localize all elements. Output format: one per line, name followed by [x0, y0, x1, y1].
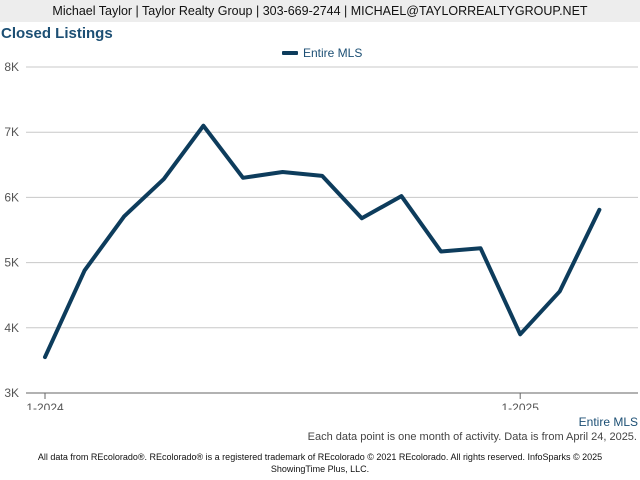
copyright-line-1: All data from REcolorado®. REcolorado® i… [37, 452, 603, 462]
data-point[interactable] [515, 329, 525, 339]
x-tick-label: 1-2025 [502, 401, 540, 410]
y-tick-label: 4K [4, 321, 19, 335]
y-tick-label: 8K [4, 60, 19, 74]
series-footer-label: Entire MLS [578, 415, 638, 429]
chart-title: Closed Listings [1, 25, 113, 42]
copyright-line-2: ShowingTime Plus, LLC. [270, 464, 370, 474]
line-chart: 3K 4K 5K 6K 7K 8K 1-2024 1-2025 [4, 60, 638, 410]
y-tick-label: 5K [4, 256, 19, 270]
agent-contact-bar: Michael Taylor | Taylor Realty Group | 3… [0, 0, 640, 22]
copyright-notice: All data from REcolorado®. REcolorado® i… [0, 451, 640, 475]
legend[interactable]: Entire MLS [282, 46, 362, 60]
legend-swatch [282, 51, 298, 55]
x-tick-label: 1-2024 [26, 401, 64, 410]
data-point[interactable] [594, 205, 604, 215]
data-point[interactable] [436, 247, 446, 257]
data-point[interactable] [396, 191, 406, 201]
legend-label-entire-mls: Entire MLS [303, 46, 363, 60]
data-point[interactable] [278, 167, 288, 177]
data-point[interactable] [80, 265, 90, 275]
data-point[interactable] [40, 352, 50, 362]
series-line-entire-mls[interactable] [43, 123, 602, 360]
data-point[interactable] [119, 211, 129, 221]
data-point[interactable] [476, 243, 486, 253]
data-point[interactable] [238, 173, 248, 183]
data-point[interactable] [555, 286, 565, 296]
data-note: Each data point is one month of activity… [307, 431, 637, 443]
y-tick-label: 7K [4, 125, 19, 139]
y-tick-label: 6K [4, 190, 19, 204]
data-point[interactable] [198, 121, 208, 131]
y-tick-label: 3K [4, 386, 19, 400]
data-point[interactable] [317, 171, 327, 181]
data-point[interactable] [357, 213, 367, 223]
data-point[interactable] [159, 174, 169, 184]
